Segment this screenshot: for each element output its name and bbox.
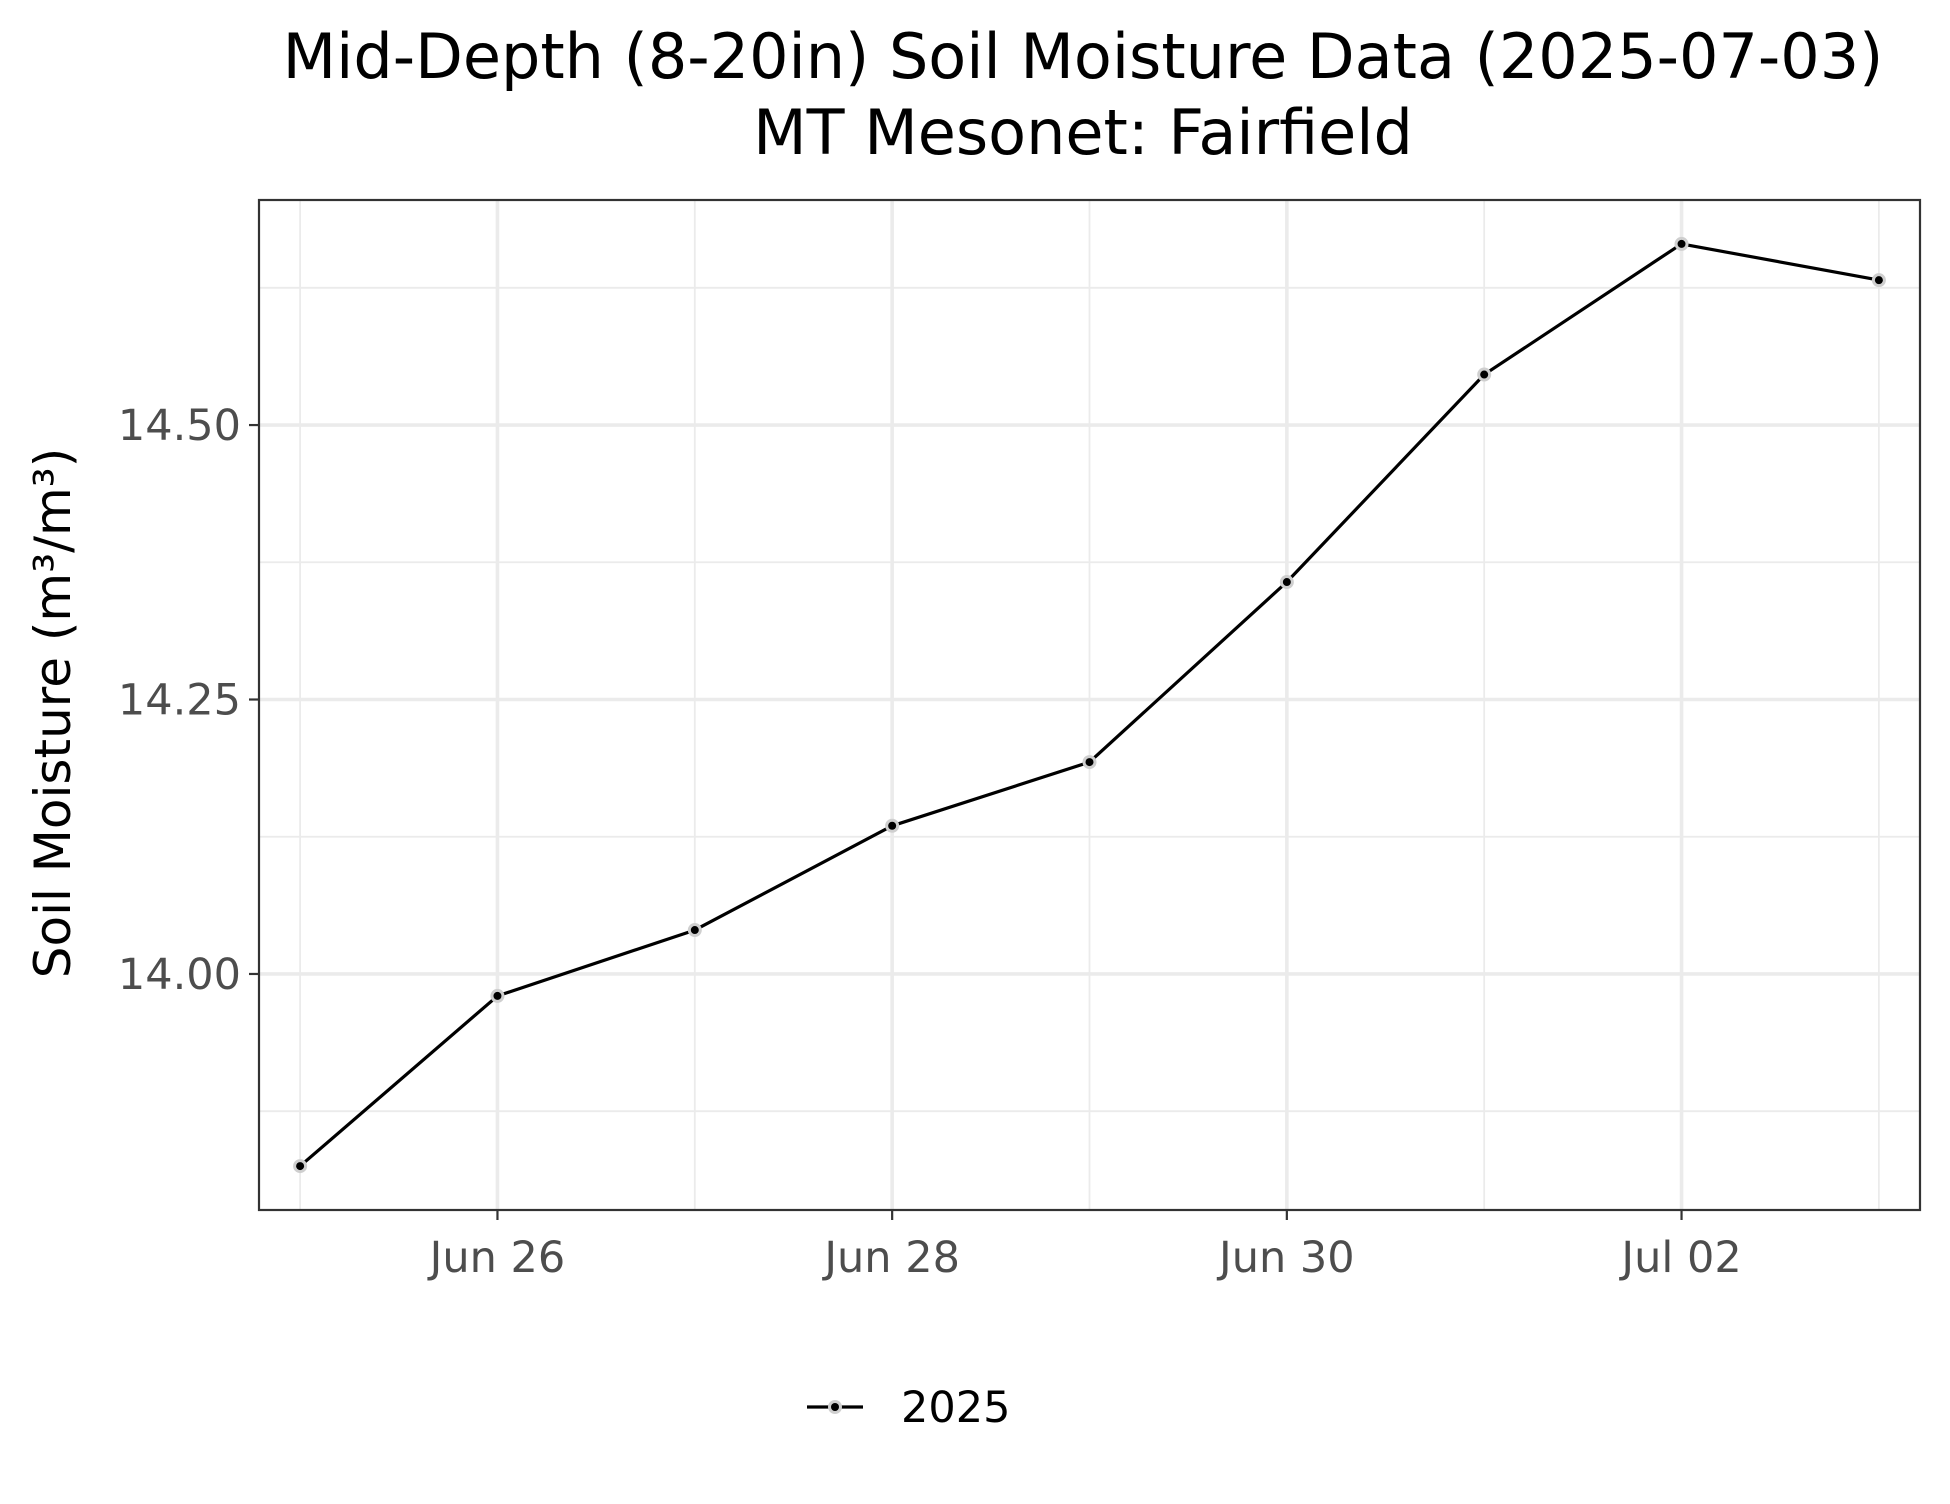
- data-point: [1874, 276, 1883, 285]
- chart-title: Mid-Depth (8-20in) Soil Moisture Data (2…: [283, 20, 1884, 93]
- legend-key-point: [831, 1403, 839, 1411]
- x-tick-label: Jun 26: [427, 1233, 566, 1283]
- chart-subtitle: MT Mesonet: Fairfield: [753, 96, 1413, 169]
- data-point: [690, 926, 699, 935]
- y-tick-label: 14.00: [118, 950, 241, 1000]
- data-point: [888, 821, 897, 830]
- data-point: [1677, 239, 1686, 248]
- y-tick-label: 14.25: [118, 676, 241, 726]
- x-tick-label: Jun 30: [1216, 1233, 1355, 1283]
- x-tick-label: Jun 28: [821, 1233, 960, 1283]
- legend: 2025: [807, 1383, 1010, 1433]
- x-tick-label: Jul 02: [1618, 1233, 1741, 1283]
- plot-panel-border: [257, 198, 1922, 1212]
- data-point: [493, 991, 502, 1000]
- data-point: [296, 1162, 305, 1171]
- legend-label: 2025: [901, 1383, 1010, 1433]
- data-point: [1480, 370, 1489, 379]
- data-point: [1085, 758, 1094, 767]
- y-axis-title: Soil Moisture (m³/m³): [24, 448, 82, 978]
- data-point: [1282, 578, 1291, 587]
- y-tick-label: 14.50: [118, 401, 241, 451]
